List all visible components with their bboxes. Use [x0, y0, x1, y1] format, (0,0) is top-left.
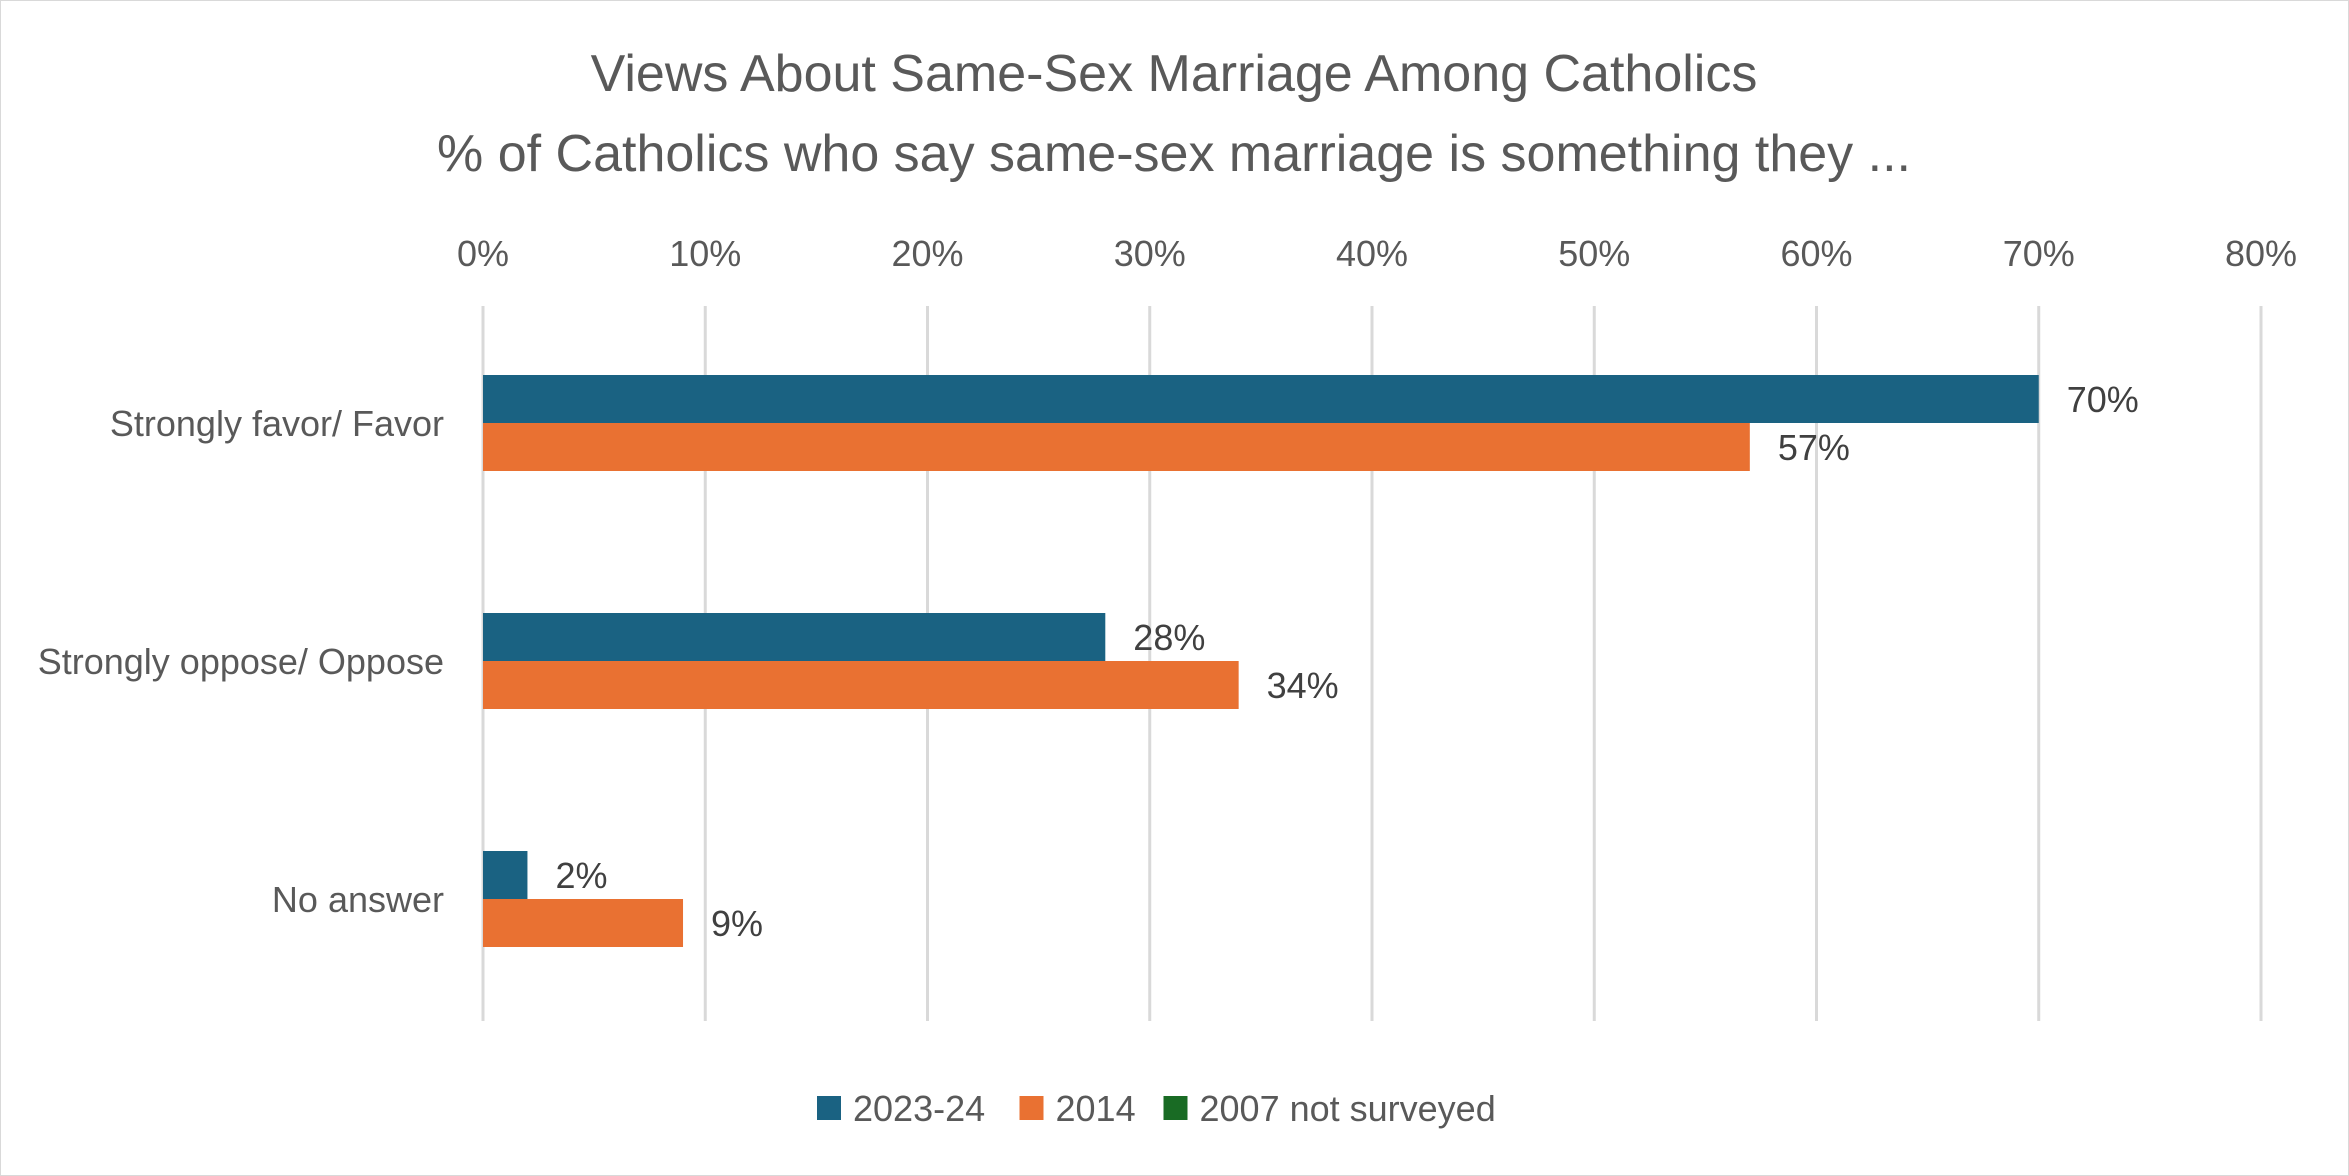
x-tick-label: 30% [1114, 233, 1186, 274]
x-tick-label: 0% [457, 233, 509, 274]
data-labels: 70% 28% 2% 57% 34% 9% [555, 379, 2138, 944]
data-label: 2% [555, 855, 607, 896]
data-label: 70% [2067, 379, 2139, 420]
legend: 2023-24 2014 2007 not surveyed [817, 1088, 1496, 1129]
x-tick-label: 50% [1558, 233, 1630, 274]
x-tick-label: 40% [1336, 233, 1408, 274]
data-label: 28% [1133, 617, 1205, 658]
chart-subtitle: % of Catholics who say same-sex marriage… [437, 125, 1911, 183]
bar-2023-24 [483, 375, 2039, 423]
chart-title: Views About Same-Sex Marriage Among Cath… [591, 45, 1758, 103]
legend-item: 2007 not surveyed [1163, 1088, 1496, 1129]
data-label: 57% [1778, 427, 1850, 468]
x-axis-tick-labels: 0% 10% 20% 30% 40% 50% 60% 70% 80% [457, 233, 2297, 274]
category-label: Strongly favor/ Favor [110, 403, 444, 444]
legend-label: 2007 not surveyed [1200, 1088, 1496, 1129]
category-label: No answer [272, 879, 444, 920]
bar-2014 [483, 661, 1239, 709]
legend-item: 2023-24 [817, 1088, 985, 1129]
data-label: 9% [711, 903, 763, 944]
category-labels: Strongly favor/ Favor Strongly oppose/ Op… [38, 403, 444, 920]
legend-swatch [817, 1096, 841, 1120]
legend-label: 2014 [1056, 1088, 1136, 1129]
legend-swatch [1163, 1096, 1188, 1120]
x-tick-label: 80% [2225, 233, 2297, 274]
x-tick-label: 70% [2003, 233, 2075, 274]
bar-2023-24 [483, 613, 1106, 661]
x-tick-label: 10% [669, 233, 741, 274]
bars [483, 375, 2039, 947]
bar-2014 [483, 899, 684, 947]
category-label: Strongly oppose/ Oppose [38, 641, 444, 682]
legend-item: 2014 [1019, 1088, 1136, 1129]
legend-swatch [1019, 1096, 1044, 1120]
legend-label: 2023-24 [853, 1088, 985, 1129]
bar-2023-24 [483, 851, 528, 899]
x-tick-label: 20% [891, 233, 963, 274]
data-label: 34% [1267, 665, 1339, 706]
x-tick-label: 60% [1780, 233, 1852, 274]
bar-2014 [483, 423, 1750, 471]
